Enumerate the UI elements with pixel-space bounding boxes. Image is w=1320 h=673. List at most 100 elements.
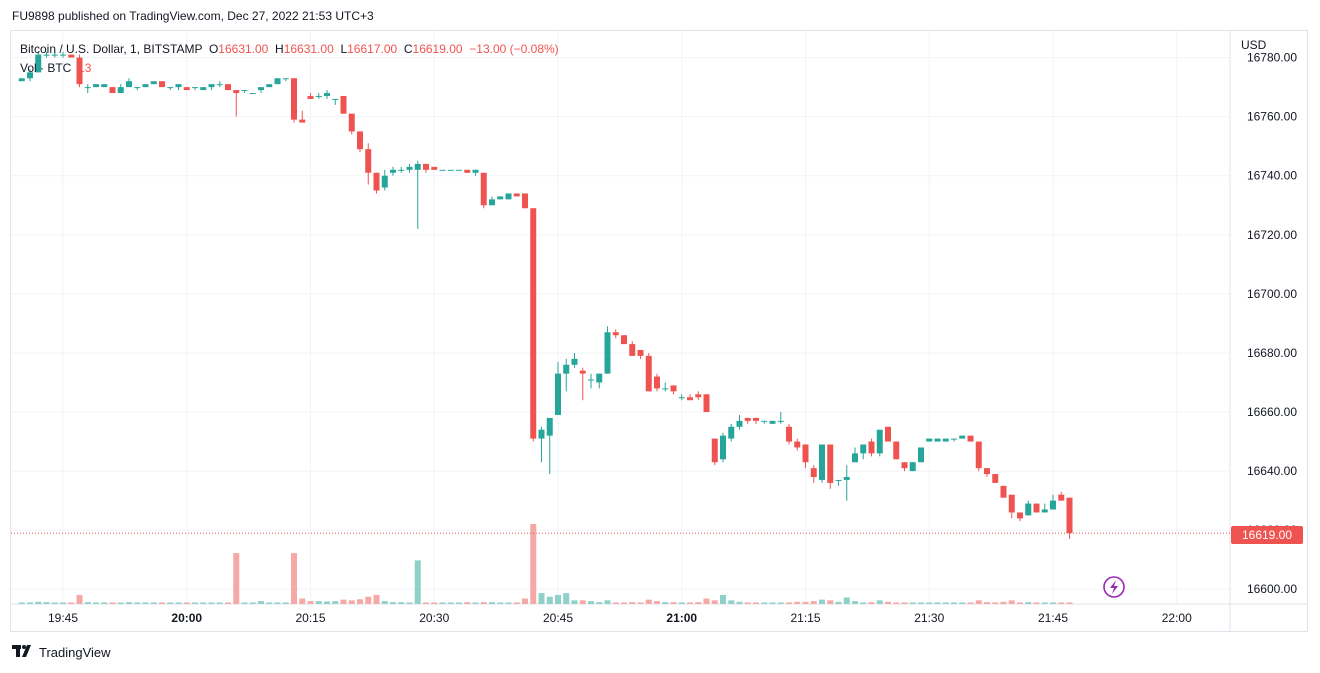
volume-bar — [1066, 602, 1073, 604]
lightning-icon[interactable] — [1103, 576, 1125, 598]
volume-bar — [744, 602, 751, 604]
candle-body — [596, 373, 603, 383]
candle-body — [629, 344, 636, 356]
volume-bar — [530, 524, 537, 604]
candle-body — [827, 444, 834, 483]
volume-bar — [802, 601, 809, 604]
candle-body — [472, 169, 479, 173]
candle-body — [975, 441, 982, 469]
candle-body — [43, 54, 50, 56]
high-label: H — [275, 42, 284, 56]
candle-body — [183, 87, 190, 91]
volume-label[interactable]: Vol · BTC — [20, 61, 72, 75]
candle-body — [456, 169, 462, 171]
volume-bar — [893, 602, 900, 604]
candle-body — [687, 397, 693, 401]
candle-body — [588, 379, 594, 381]
volume-bar — [208, 602, 215, 604]
candle-body — [150, 81, 157, 85]
volume-bar — [637, 602, 644, 604]
volume-bar — [777, 602, 784, 604]
volume-bar — [629, 602, 636, 604]
candle-body — [1000, 485, 1007, 498]
low-label: L — [340, 42, 348, 56]
candle-body — [423, 163, 429, 170]
candle-body — [654, 376, 660, 389]
volume-bar — [1050, 602, 1056, 604]
candle-body — [860, 444, 867, 454]
close-label: C — [403, 42, 413, 56]
candle-body — [406, 166, 413, 170]
candle-body — [332, 98, 339, 100]
volume-bar — [670, 602, 677, 604]
volume-bar — [1000, 601, 1007, 604]
candle-body — [159, 81, 165, 88]
candle-body — [802, 444, 809, 463]
candle-body — [1025, 503, 1032, 516]
volume-bar — [332, 601, 339, 604]
volume-bar — [588, 601, 594, 604]
open-label: O — [208, 42, 219, 56]
candle-body — [876, 429, 883, 454]
candle-body — [522, 193, 528, 209]
volume-bar — [43, 602, 50, 604]
volume-bar — [266, 602, 273, 604]
volume-bar — [175, 602, 182, 604]
price-axis: 16600.0016620.0016640.0016660.0016680.00… — [1247, 51, 1297, 597]
x-tick-label: 21:00 — [666, 611, 697, 625]
volume-bar — [711, 600, 718, 604]
volume-bar — [827, 600, 834, 604]
volume-bar — [18, 602, 25, 604]
candle-body — [761, 420, 768, 422]
volume-bar — [1025, 602, 1032, 604]
candle-body — [126, 81, 132, 88]
volume-bar — [794, 601, 801, 604]
candle-body — [984, 468, 990, 475]
candle-body — [794, 441, 801, 448]
symbol-name[interactable]: Bitcoin / U.S. Dollar, 1, BITSTAMP — [20, 42, 203, 56]
brand-name: TradingView — [39, 645, 111, 660]
candles — [18, 51, 1073, 540]
volume-bar — [662, 602, 669, 604]
candle-body — [1050, 500, 1056, 510]
candle-body — [93, 84, 99, 88]
candle-body — [711, 438, 718, 463]
volume-bar — [555, 594, 561, 604]
volume-bar — [464, 602, 471, 604]
volume-bar — [596, 602, 603, 604]
candle-body — [513, 193, 520, 197]
volume-bar — [76, 594, 83, 604]
volume-bar — [200, 602, 207, 604]
y-tick-label: 16660.00 — [1247, 405, 1297, 419]
volume-bar — [703, 598, 710, 604]
candle-body — [703, 394, 710, 413]
volume-bar — [480, 602, 487, 604]
volume-bar — [579, 600, 586, 604]
volume-bar — [852, 601, 858, 604]
volume-bar — [843, 597, 850, 604]
volume-bar — [439, 602, 446, 604]
candle-body — [101, 84, 108, 88]
volume-bar — [975, 600, 982, 604]
candle-body — [381, 175, 388, 188]
volume-bar — [959, 602, 966, 604]
volume-bar — [571, 600, 578, 604]
chart-frame — [10, 30, 1308, 632]
candle-body — [1041, 509, 1048, 513]
candle-body — [340, 95, 347, 114]
candle-body — [216, 84, 223, 86]
x-tick-label: 21:30 — [914, 611, 944, 625]
volume-bar — [274, 602, 281, 604]
candle-body — [447, 169, 454, 171]
candle-body — [51, 54, 58, 56]
candle-body — [291, 78, 297, 120]
candle-body — [571, 358, 578, 365]
volume-bar — [992, 602, 999, 604]
volume-bar — [134, 602, 141, 604]
tradingview-logo[interactable]: TradingView — [12, 645, 111, 660]
volume-bar — [84, 602, 91, 604]
volume-bar — [150, 602, 157, 604]
volume-bar — [307, 601, 314, 604]
candle-body — [736, 420, 743, 427]
